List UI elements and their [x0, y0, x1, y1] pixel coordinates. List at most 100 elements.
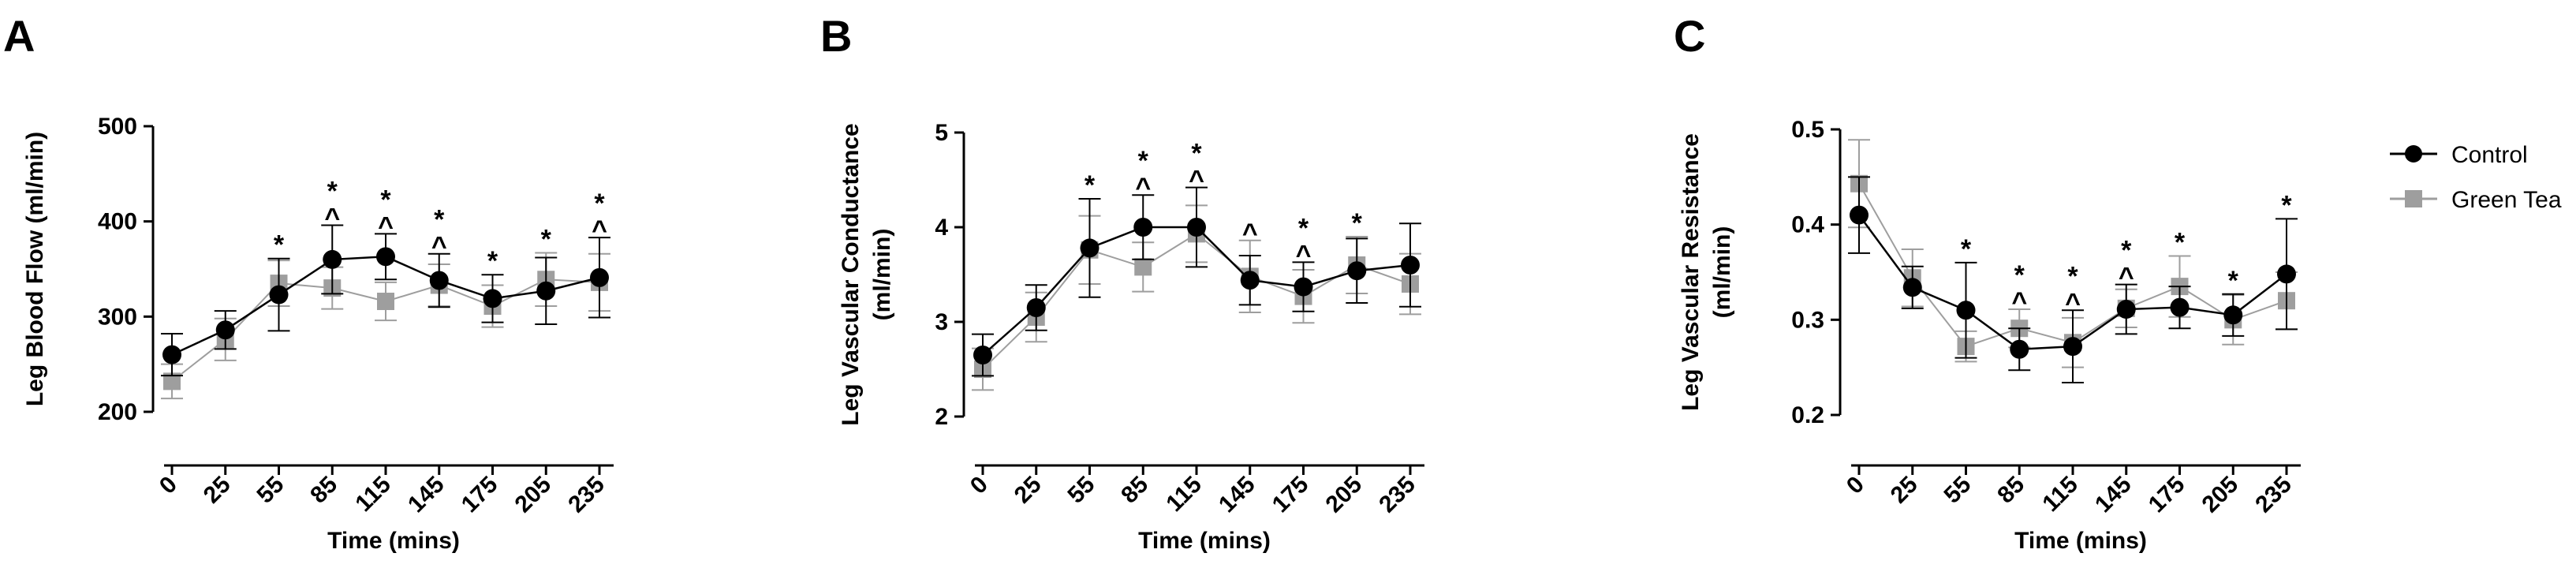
- x-tick-label: 0: [1842, 472, 1869, 499]
- x-tick-label: 115: [350, 472, 396, 518]
- significance-symbol: *: [434, 205, 445, 235]
- significance-symbol: *: [1085, 170, 1096, 200]
- y-axis-label: Leg Blood Flow (ml/min): [22, 132, 48, 406]
- x-tick-label: 55: [1939, 472, 1977, 509]
- data-point: [163, 372, 181, 390]
- y-axis-label-line: (ml/min): [869, 229, 895, 321]
- data-point: [536, 281, 556, 301]
- legend-green-tea-marker: [2405, 190, 2422, 207]
- significance-symbol: ^: [1189, 166, 1204, 196]
- panel-b: B 2 3 4 5 Leg Vascular Conductance (ml/min) 0 25…: [820, 11, 1424, 554]
- significance-annotation: * ^: [324, 176, 340, 233]
- data-point: [215, 320, 235, 340]
- legend-control-label: Control: [2451, 142, 2528, 168]
- data-point: [429, 271, 449, 290]
- data-point: [377, 293, 394, 311]
- x-tick-label: 115: [1161, 472, 1207, 518]
- y-tick-label: 400: [98, 209, 137, 235]
- significance-annotation: * ^: [1189, 139, 1204, 196]
- panel-a: A 200 300 400 500 Leg Blood Flow (ml/min) 0 25 5…: [3, 11, 614, 554]
- x-axis-label: Time (mins): [2014, 528, 2147, 554]
- x-tick-label: 25: [1886, 472, 1923, 509]
- data-point: [269, 285, 289, 305]
- significance-symbol: *: [487, 246, 498, 276]
- x-tick-label: 55: [1063, 472, 1100, 509]
- significance-symbol: *: [2281, 190, 2292, 220]
- data-point: [1347, 261, 1367, 281]
- data-point: [376, 247, 395, 267]
- series-control: [972, 186, 1421, 377]
- data-point: [2010, 339, 2029, 359]
- y-axis-label-line: Leg Vascular Conductance: [838, 123, 864, 425]
- x-tick-label: 145: [2090, 472, 2137, 518]
- legend-control-marker: [2405, 145, 2422, 163]
- data-point: [1401, 256, 1420, 275]
- significance-annotation: * ^: [592, 189, 607, 245]
- significance-annotation: *: [487, 246, 498, 276]
- significance-annotation: *: [1085, 170, 1096, 200]
- data-point: [2277, 264, 2296, 284]
- data-point: [1187, 218, 1206, 237]
- data-point: [323, 249, 342, 269]
- data-point: [1294, 277, 1313, 297]
- x-tick-label: 85: [1992, 472, 2029, 509]
- data-point: [162, 345, 181, 364]
- y-axis-label-line: Leg Blood Flow (ml/min): [22, 132, 48, 406]
- y-tick-label: 0.5: [1791, 117, 1824, 143]
- y-axis-label: Leg Vascular Resistance (ml/min): [1678, 133, 1735, 411]
- significance-symbol: *: [2014, 260, 2025, 290]
- significance-symbol: *: [2175, 227, 2186, 257]
- significance-symbol: *: [2228, 266, 2239, 296]
- data-point: [2223, 305, 2243, 325]
- data-point: [590, 267, 609, 287]
- series-control: [161, 224, 610, 377]
- x-tick-label: 145: [1214, 472, 1260, 518]
- significance-symbol: ^: [378, 211, 394, 241]
- y-tick-label: 5: [935, 120, 948, 146]
- significance-annotation: * ^: [2011, 260, 2027, 317]
- x-tick-label: 0: [155, 472, 182, 499]
- significance-symbol: *: [327, 176, 338, 206]
- x-tick-label: 25: [1010, 472, 1047, 509]
- significance-annotation: * ^: [1296, 213, 1312, 270]
- x-tick-label: 145: [403, 472, 450, 518]
- y-tick-label: 200: [98, 399, 137, 425]
- x-tick-label: 55: [252, 472, 289, 509]
- data-point: [1902, 278, 1922, 297]
- series-control: [1848, 176, 2298, 383]
- x-tick-label: 115: [2037, 472, 2083, 518]
- x-tick-label: 85: [1116, 472, 1153, 509]
- data-point: [1080, 238, 1099, 258]
- y-tick-label: 300: [98, 304, 137, 330]
- significance-symbol: ^: [2065, 288, 2081, 318]
- panel-letter: B: [820, 11, 852, 61]
- significance-symbol: *: [541, 224, 552, 254]
- significance-annotation: *: [1961, 234, 1972, 264]
- significance-annotation: *: [1352, 208, 1363, 238]
- significance-annotation: * ^: [2119, 236, 2134, 293]
- significance-symbol: *: [274, 230, 285, 260]
- x-tick-label: 205: [510, 472, 556, 518]
- significance-symbol: *: [2067, 261, 2078, 291]
- significance-symbol: *: [2121, 236, 2132, 266]
- significance-symbol: ^: [1296, 240, 1312, 270]
- data-point: [1026, 298, 1046, 317]
- x-tick-label: 85: [305, 472, 342, 509]
- legend-green-tea-label: Green Tea: [2451, 187, 2562, 213]
- significance-annotation: *: [2175, 227, 2186, 257]
- data-point: [1240, 271, 1260, 290]
- y-tick-label: 0.3: [1791, 307, 1824, 333]
- significance-annotation: *: [274, 230, 285, 260]
- significance-symbol: ^: [1242, 219, 1258, 248]
- y-axis-label-line: (ml/min): [1709, 226, 1735, 319]
- significance-annotation: * ^: [378, 185, 394, 241]
- x-tick-label: 235: [1374, 472, 1421, 518]
- x-tick-label: 175: [1267, 472, 1314, 518]
- y-tick-label: 0.4: [1791, 212, 1824, 238]
- x-tick-label: 175: [457, 472, 503, 518]
- significance-annotation: * ^: [2065, 261, 2081, 318]
- panel-c: C 0.2 0.3 0.4 0.5 Leg Vascular Resistance (ml/…: [1674, 11, 2301, 554]
- significance-annotation: * ^: [431, 205, 447, 262]
- y-tick-label: 2: [935, 404, 948, 430]
